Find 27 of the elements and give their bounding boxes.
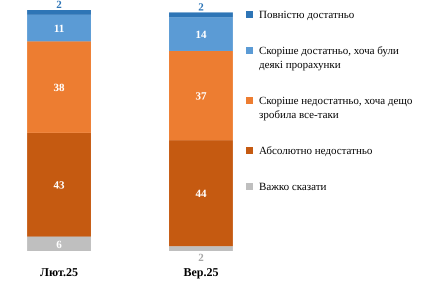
- data-label: 6: [56, 238, 62, 251]
- data-label: 37: [195, 90, 207, 103]
- bar: [169, 12, 233, 18]
- bar: [27, 132, 91, 237]
- data-label: 44: [195, 188, 207, 200]
- bar: [27, 236, 91, 251]
- bar: [27, 41, 91, 133]
- bar: [27, 10, 91, 15]
- data-label: 11: [54, 23, 64, 36]
- bar: [169, 246, 233, 251]
- bar: [27, 14, 91, 42]
- bar: [169, 140, 233, 246]
- data-label: 2: [56, 0, 62, 11]
- bar: [169, 50, 233, 140]
- data-label: 43: [54, 180, 66, 192]
- data-label: 2: [198, 1, 204, 14]
- legend-label: Повністю достатньо: [259, 9, 355, 21]
- x-tick-label: Вер.25: [183, 265, 218, 279]
- legend-label: Скоріше недостатньо, хоча дещо зробила все-таки: [259, 95, 413, 121]
- data-label: 2: [198, 252, 204, 264]
- legend-label: Абсолютно недостатньо: [259, 145, 373, 157]
- data-label: 14: [195, 29, 207, 42]
- x-tick-label: Лют.25: [40, 265, 78, 279]
- bar: [169, 17, 233, 51]
- legend-label: Скоріше достатньо, хоча були деякі прорахунки: [259, 45, 399, 71]
- data-label: 38: [54, 82, 66, 94]
- legend-label: Важко сказати: [259, 181, 327, 193]
